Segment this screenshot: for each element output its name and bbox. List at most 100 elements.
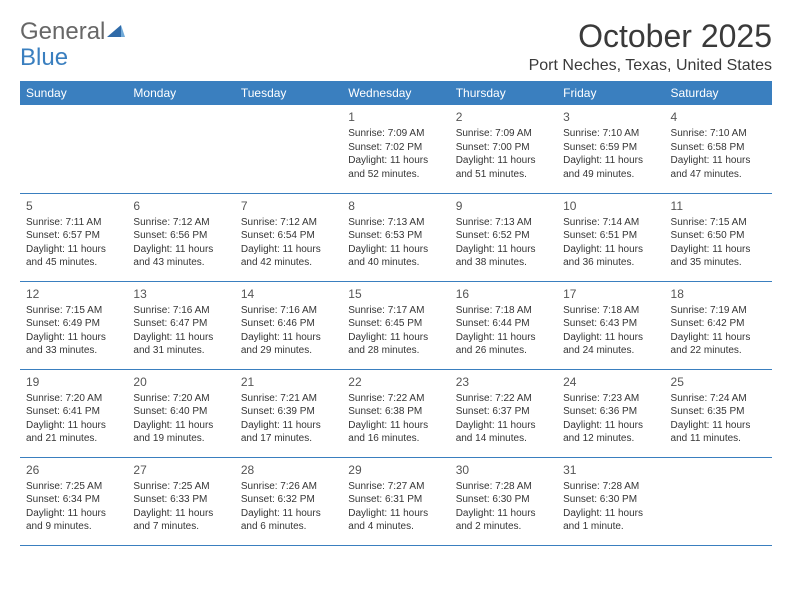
day-number: 11 (671, 198, 766, 214)
brand-logo: General (20, 18, 127, 46)
calendar-day-cell: 3Sunrise: 7:10 AMSunset: 6:59 PMDaylight… (557, 105, 664, 193)
calendar-empty-cell (127, 105, 234, 193)
day-number: 19 (26, 374, 121, 390)
sunset-text: Sunset: 6:35 PM (671, 405, 766, 419)
weekday-header: Friday (557, 81, 664, 105)
sunrise-text: Sunrise: 7:13 AM (348, 216, 443, 230)
calendar-day-cell: 31Sunrise: 7:28 AMSunset: 6:30 PMDayligh… (557, 457, 664, 545)
weekday-header: Wednesday (342, 81, 449, 105)
day-number: 2 (456, 109, 551, 125)
header: General October 2025 Port Neches, Texas,… (20, 18, 772, 75)
calendar-week-row: 12Sunrise: 7:15 AMSunset: 6:49 PMDayligh… (20, 281, 772, 369)
calendar-day-cell: 2Sunrise: 7:09 AMSunset: 7:00 PMDaylight… (450, 105, 557, 193)
month-title: October 2025 (529, 18, 772, 55)
daylight-text: and 36 minutes. (563, 256, 658, 270)
sunset-text: Sunset: 6:34 PM (26, 493, 121, 507)
sunset-text: Sunset: 6:53 PM (348, 229, 443, 243)
daylight-text: and 21 minutes. (26, 432, 121, 446)
sunset-text: Sunset: 6:30 PM (563, 493, 658, 507)
sunset-text: Sunset: 6:39 PM (241, 405, 336, 419)
calendar-day-cell: 6Sunrise: 7:12 AMSunset: 6:56 PMDaylight… (127, 193, 234, 281)
sunset-text: Sunset: 6:37 PM (456, 405, 551, 419)
calendar-week-row: 5 Sunrise: 7:11 AMSunset: 6:57 PM Daylight… (20, 193, 772, 281)
sunrise-text: Sunrise: 7:10 AM (671, 127, 766, 141)
daylight-text: and 45 minutes. (26, 256, 121, 270)
day-number: 31 (563, 462, 658, 478)
weekday-header: Thursday (450, 81, 557, 105)
calendar-week-row: 19Sunrise: 7:20 AMSunset: 6:41 PMDayligh… (20, 369, 772, 457)
day-number: 12 (26, 286, 121, 302)
daylight-text: Daylight: 11 hours (348, 507, 443, 521)
day-number: 18 (671, 286, 766, 302)
sunset-text: Sunset: 6:41 PM (26, 405, 121, 419)
daylight-text: and 6 minutes. (241, 520, 336, 534)
calendar-day-cell: 27Sunrise: 7:25 AMSunset: 6:33 PMDayligh… (127, 457, 234, 545)
sunrise-text: Sunrise: 7:16 AM (133, 304, 228, 318)
sunset-text: Sunset: 6:42 PM (671, 317, 766, 331)
day-number: 5 (26, 198, 121, 214)
daylight-text: and 4 minutes. (348, 520, 443, 534)
calendar-day-cell: 7Sunrise: 7:12 AMSunset: 6:54 PMDaylight… (235, 193, 342, 281)
calendar-day-cell: 22Sunrise: 7:22 AMSunset: 6:38 PMDayligh… (342, 369, 449, 457)
title-block: October 2025 Port Neches, Texas, United … (529, 18, 772, 75)
daylight-text: and 33 minutes. (26, 344, 121, 358)
sunrise-text: Sunrise: 7:27 AM (348, 480, 443, 494)
daylight-text: and 52 minutes. (348, 168, 443, 182)
calendar-day-cell: 5Sunrise: 7:11 AMSunset: 6:57 PMDaylight… (20, 193, 127, 281)
sunset-text: Sunset: 6:43 PM (563, 317, 658, 331)
calendar-day-cell: 29Sunrise: 7:27 AMSunset: 6:31 PMDayligh… (342, 457, 449, 545)
sunrise-text: Sunrise: 7:17 AM (348, 304, 443, 318)
day-number: 23 (456, 374, 551, 390)
daylight-text: Daylight: 11 hours (563, 154, 658, 168)
day-number: 14 (241, 286, 336, 302)
calendar-day-cell: 25Sunrise: 7:24 AMSunset: 6:35 PMDayligh… (665, 369, 772, 457)
daylight-text: and 35 minutes. (671, 256, 766, 270)
calendar-day-cell: 9Sunrise: 7:13 AMSunset: 6:52 PMDaylight… (450, 193, 557, 281)
sunrise-text: Sunrise: 7:11 AM (26, 216, 121, 230)
calendar-day-cell: 14Sunrise: 7:16 AMSunset: 6:46 PMDayligh… (235, 281, 342, 369)
calendar-day-cell: 13Sunrise: 7:16 AMSunset: 6:47 PMDayligh… (127, 281, 234, 369)
sunset-text: Sunset: 6:49 PM (26, 317, 121, 331)
daylight-text: and 17 minutes. (241, 432, 336, 446)
daylight-text: Daylight: 11 hours (133, 331, 228, 345)
daylight-text: Daylight: 11 hours (348, 154, 443, 168)
daylight-text: and 47 minutes. (671, 168, 766, 182)
sunset-text: Sunset: 6:57 PM (26, 229, 121, 243)
calendar-empty-cell (20, 105, 127, 193)
daylight-text: Daylight: 11 hours (456, 507, 551, 521)
calendar-empty-cell (235, 105, 342, 193)
sunset-text: Sunset: 6:32 PM (241, 493, 336, 507)
daylight-text: Daylight: 11 hours (133, 243, 228, 257)
daylight-text: and 16 minutes. (348, 432, 443, 446)
sunrise-text: Sunrise: 7:13 AM (456, 216, 551, 230)
day-number: 17 (563, 286, 658, 302)
daylight-text: and 43 minutes. (133, 256, 228, 270)
day-number: 15 (348, 286, 443, 302)
calendar-day-cell: 19 Sunrise: 7:20 AMSunset: 6:41 PMDayligh… (20, 369, 127, 457)
daylight-text: Daylight: 11 hours (563, 419, 658, 433)
daylight-text: and 51 minutes. (456, 168, 551, 182)
day-number: 22 (348, 374, 443, 390)
calendar-day-cell: 10Sunrise: 7:14 AMSunset: 6:51 PMDayligh… (557, 193, 664, 281)
sunset-text: Sunset: 6:30 PM (456, 493, 551, 507)
daylight-text: and 22 minutes. (671, 344, 766, 358)
sunrise-text: Sunrise: 7:19 AM (671, 304, 766, 318)
daylight-text: and 2 minutes. (456, 520, 551, 534)
daylight-text: and 29 minutes. (241, 344, 336, 358)
daylight-text: Daylight: 11 hours (26, 419, 121, 433)
day-number: 10 (563, 198, 658, 214)
sunset-text: Sunset: 7:02 PM (348, 141, 443, 155)
location: Port Neches, Texas, United States (529, 57, 772, 75)
weekday-header: Tuesday (235, 81, 342, 105)
sunrise-text: Sunrise: 7:25 AM (26, 480, 121, 494)
sunrise-text: Sunrise: 7:26 AM (241, 480, 336, 494)
sunrise-text: Sunrise: 7:23 AM (563, 392, 658, 406)
calendar-day-cell: 17Sunrise: 7:18 AMSunset: 6:43 PMDayligh… (557, 281, 664, 369)
sunrise-text: Sunrise: 7:16 AM (241, 304, 336, 318)
sunrise-text: Sunrise: 7:18 AM (456, 304, 551, 318)
sunrise-text: Sunrise: 7:20 AM (26, 392, 121, 406)
calendar-day-cell: 8Sunrise: 7:13 AMSunset: 6:53 PMDaylight… (342, 193, 449, 281)
calendar-day-cell: 15Sunrise: 7:17 AMSunset: 6:45 PMDayligh… (342, 281, 449, 369)
sunrise-text: Sunrise: 7:12 AM (241, 216, 336, 230)
daylight-text: Daylight: 11 hours (671, 419, 766, 433)
